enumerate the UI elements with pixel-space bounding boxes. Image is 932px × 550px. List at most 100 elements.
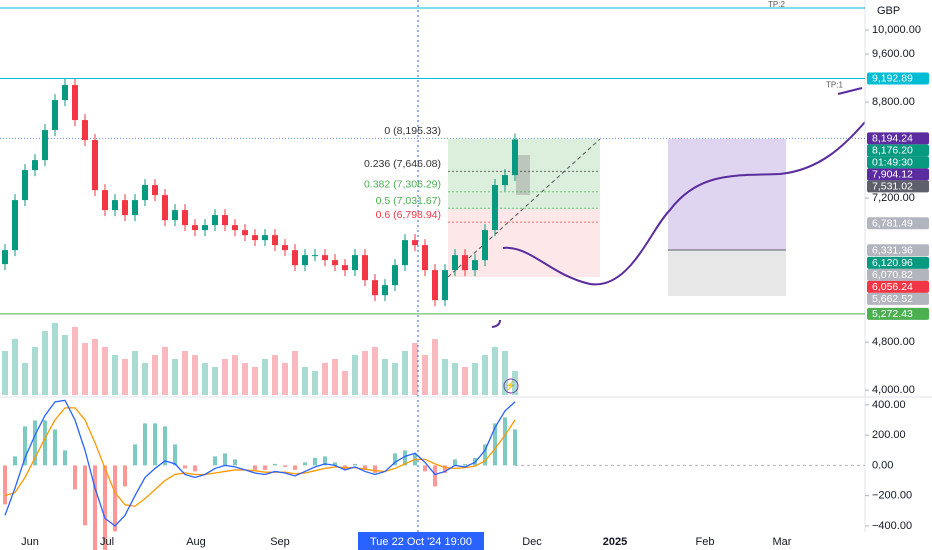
price-label: 9,192.89 [867,72,929,85]
tp-curve [837,87,863,95]
x-tick-label: Feb [696,536,715,548]
projection-zone [668,139,786,250]
macd-histogram [293,465,297,470]
candle-body [32,160,38,171]
price-label-text: 7,904.12 [872,169,913,181]
macd-histogram [443,465,447,473]
macd-histogram [513,429,517,466]
macd-histogram [73,465,77,490]
price-label-text: 6,331.36 [872,245,913,257]
macd-histogram [433,465,437,487]
volume-bar [442,359,448,395]
y-tick-label: 8,800.00 [872,96,915,108]
candle-body [82,120,88,141]
candle-body [332,260,338,266]
volume-bar [472,363,478,395]
macd-histogram [13,456,17,466]
volume-bar [262,359,268,395]
fib-label: 0.382 (7,306.29) [364,179,441,191]
macd-histogram [503,417,507,466]
volume-bar [242,363,248,395]
macd-tick-label: −400.00 [872,520,912,532]
price-label-text: 8,194.24 [872,133,913,145]
candle-body [42,130,48,161]
price-label: 6,070.82 [867,268,929,281]
macd-histogram [403,450,407,466]
volume-bar [502,351,508,395]
volume-bar [72,327,78,395]
candle-body [412,240,418,246]
alert-icon[interactable] [503,378,519,394]
candle-body [102,190,108,211]
price-label-text: 01:49:30 [872,157,913,169]
volume-bar [492,347,498,395]
x-tick-label: 2025 [603,536,627,548]
candle-body [142,185,148,201]
crosshair-label-box [358,532,484,550]
candle-body [62,85,68,101]
candle-body [362,255,368,281]
macd-histogram [133,444,137,466]
volume-bar [382,359,388,395]
macd-histogram [483,444,487,466]
macd-histogram [353,463,357,466]
candle-body [252,235,258,241]
price-label-text: 8,176.20 [872,145,913,157]
y-tick-label: 10,000.00 [872,24,921,36]
projection-curve [502,121,866,286]
price-label: 01:49:30 [867,156,929,169]
price-label: 6,056.24 [867,280,929,293]
candle-body [292,250,298,266]
candle-body [202,225,208,231]
price-label: 6,331.36 [867,244,929,257]
fib-label: 0.5 (7,031.67) [376,195,441,207]
price-label-text: 6,070.82 [872,269,913,281]
volume-bar [192,355,198,395]
volume-bar [52,323,58,395]
macd-histogram [93,465,97,550]
price-label: 5,272.43 [867,307,929,320]
candle-body [312,255,318,257]
fib-label: 0.236 (7,646.08) [364,158,441,170]
macd-histogram [373,465,377,473]
volume-bar [212,367,218,395]
price-label-text: 6,056.24 [872,281,913,293]
macd-signal [4,407,516,507]
line-label: TP:1 [826,81,843,90]
volume-bar [32,347,38,395]
candle-body [502,175,508,186]
macd-histogram [333,462,337,466]
candle-body [322,255,328,261]
candle-body [162,195,168,221]
volume-bar [352,355,358,395]
volume-bar [62,335,68,395]
candle-body [442,270,448,301]
price-label-text: 6,781.49 [872,218,913,230]
projection-zone-lower [668,250,786,296]
volume-bar [132,351,138,395]
volume-bar [312,371,318,395]
macd-histogram [463,463,467,466]
candle-body [2,250,8,265]
volume-bar [392,363,398,395]
volume-bar [422,355,428,395]
volume-bar [282,363,288,395]
macd-histogram [113,465,117,532]
loss-zone [448,209,600,277]
volume-bar [162,347,168,395]
candle-body [272,235,278,246]
price-label: 7,531.02 [867,180,929,193]
price-label: 6,781.49 [867,217,929,230]
y-tick-label: 7,200.00 [872,192,915,204]
price-label-text: 9,192.89 [872,73,913,85]
price-label-box [867,268,929,281]
curve-stub [491,319,501,328]
price-label-box [867,217,929,230]
macd-tick-label: 400.00 [872,399,906,411]
candle-body [52,100,58,131]
volume-bar [322,363,328,395]
candle-body [352,255,358,271]
volume-bar [22,363,28,395]
fib-label: 0 (8,195.33) [384,125,441,137]
price-label: 7,904.12 [867,168,929,181]
